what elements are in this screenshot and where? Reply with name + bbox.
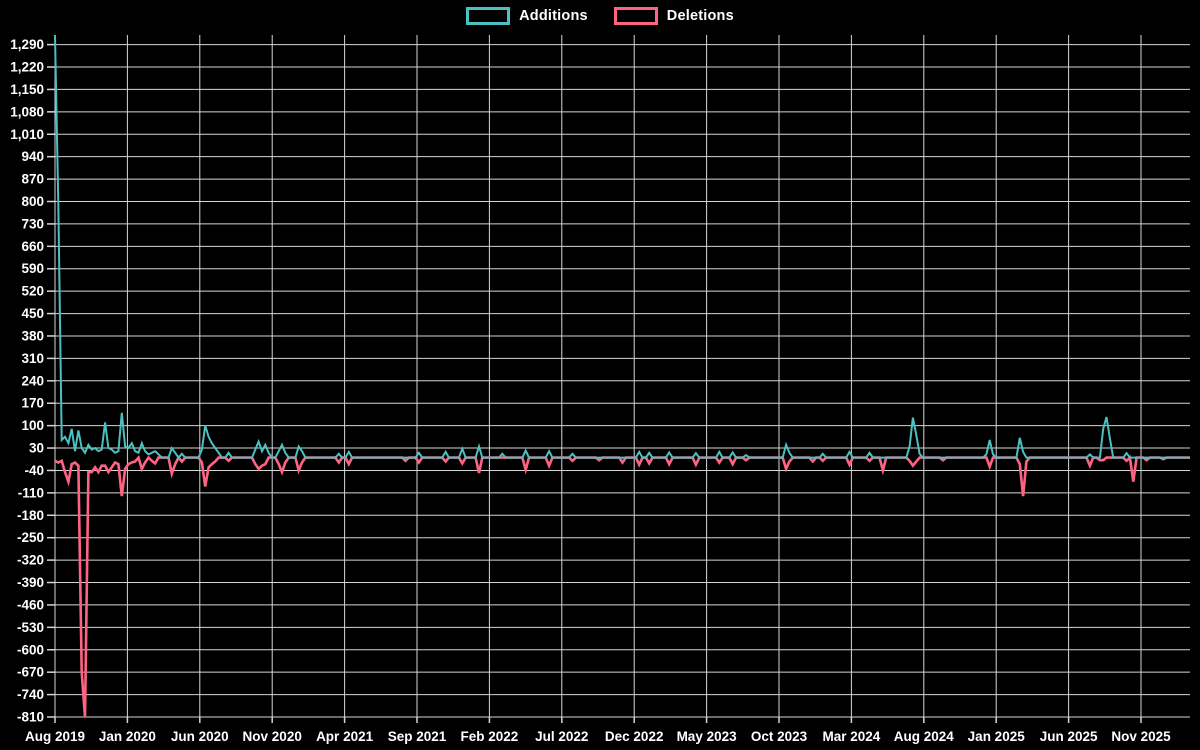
y-tick-label: -460	[17, 597, 44, 612]
y-tick-label: 660	[21, 239, 44, 254]
y-tick-label: -670	[17, 665, 44, 680]
y-tick-label: 870	[21, 172, 44, 187]
y-tick-label: -180	[17, 508, 44, 523]
y-tick-label: 30	[29, 441, 44, 456]
chart-legend: Additions Deletions	[0, 7, 1200, 25]
gridlines	[54, 35, 1190, 718]
y-tick-label: 590	[21, 261, 44, 276]
y-tick-label: -600	[17, 642, 44, 657]
x-tick-label: Aug 2019	[25, 729, 85, 744]
x-tick-label: Jul 2022	[535, 729, 588, 744]
y-tick-label: 1,010	[10, 127, 44, 142]
x-tick-label: Nov 2025	[1111, 729, 1171, 744]
y-tick-label: 170	[21, 396, 44, 411]
x-tick-label: Jan 2025	[968, 729, 1026, 744]
y-tick-label: 800	[21, 194, 44, 209]
y-tick-label: -390	[17, 575, 44, 590]
x-tick-label: Jun 2025	[1040, 729, 1098, 744]
y-tick-label: -810	[17, 710, 44, 725]
deletions-swatch-icon	[613, 7, 658, 25]
x-tick-label: Jun 2020	[171, 729, 229, 744]
y-tick-label: 1,220	[10, 60, 44, 75]
y-tick-label: 730	[21, 216, 44, 231]
legend-item-additions[interactable]: Additions	[466, 7, 588, 25]
series-lines	[54, 34, 1190, 718]
legend-label-additions: Additions	[519, 8, 588, 24]
additions-swatch-icon	[466, 7, 511, 25]
y-tick-label: -740	[17, 687, 44, 702]
x-tick-label: Sep 2021	[388, 729, 447, 744]
x-tick-label: Apr 2021	[316, 729, 374, 744]
y-tick-label: 1,080	[10, 104, 44, 119]
deletions-line	[54, 454, 1190, 718]
legend-label-deletions: Deletions	[666, 8, 734, 24]
y-tick-label: -320	[17, 553, 44, 568]
x-tick-label: Mar 2024	[823, 729, 881, 744]
x-tick-label: Aug 2024	[894, 729, 955, 744]
additions-line	[54, 34, 1190, 460]
y-tick-label: 100	[21, 418, 44, 433]
y-tick-label: 520	[21, 284, 44, 299]
y-tick-label: 1,290	[10, 37, 44, 52]
x-tick-label: Nov 2020	[243, 729, 302, 744]
x-tick-label: May 2023	[677, 729, 738, 744]
y-tick-label: -250	[17, 530, 44, 545]
y-tick-label: 940	[21, 149, 44, 164]
y-tick-label: 310	[21, 351, 44, 366]
y-tick-label: 240	[21, 373, 44, 388]
x-tick-label: Feb 2022	[461, 729, 519, 744]
y-tick-label: -40	[24, 463, 44, 478]
x-tick-label: Dec 2022	[605, 729, 664, 744]
y-tick-label: -110	[18, 485, 44, 500]
axis-labels: 1,290 1,220 1,150 1,080 1,010 940 870 800 730 660…	[10, 37, 1171, 744]
y-tick-label: 1,150	[10, 82, 44, 97]
x-tick-label: Jan 2020	[99, 729, 156, 744]
legend-item-deletions[interactable]: Deletions	[613, 7, 734, 25]
y-tick-label: 380	[21, 328, 44, 343]
y-tick-label: -530	[17, 620, 44, 635]
axis-tick-marks	[47, 43, 1142, 723]
x-tick-label: Oct 2023	[751, 729, 808, 744]
y-tick-label: 450	[21, 306, 44, 321]
